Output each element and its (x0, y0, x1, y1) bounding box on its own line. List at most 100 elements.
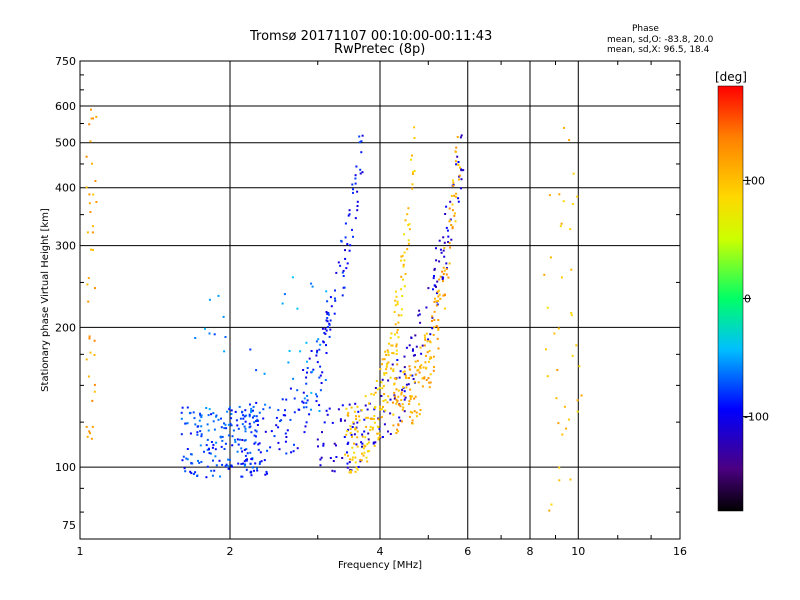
echo-point (412, 354, 415, 357)
echo-point (367, 416, 369, 419)
echo-point (449, 200, 452, 203)
echo-point (396, 359, 399, 361)
echo-point (414, 395, 417, 398)
x-tick-label: 4 (377, 545, 384, 558)
echo-point (305, 382, 308, 385)
echo-point (443, 307, 446, 310)
echo-point (362, 454, 365, 457)
echo-point (377, 418, 380, 421)
echo-point (412, 171, 414, 174)
echo-point (199, 414, 202, 417)
echo-point (563, 126, 566, 129)
echo-point (374, 405, 377, 408)
echo-point (435, 325, 438, 327)
echo-point (194, 337, 197, 339)
echo-point (322, 442, 325, 445)
echo-point (264, 473, 267, 476)
echo-point (87, 375, 90, 378)
echo-point (281, 302, 284, 305)
echo-point (286, 429, 289, 432)
echo-point (270, 430, 273, 433)
echo-point (203, 450, 205, 453)
echo-point (389, 398, 392, 401)
echo-point (400, 393, 403, 396)
echo-point (86, 435, 89, 438)
echo-point (409, 397, 412, 400)
echo-point (570, 314, 573, 317)
echo-point (571, 203, 574, 206)
echo-point (421, 377, 424, 380)
echo-point (355, 443, 358, 446)
echo-point (219, 475, 222, 478)
echo-point (456, 155, 459, 158)
echo-point (221, 463, 224, 466)
echo-point (90, 108, 92, 111)
echo-point (180, 433, 183, 436)
echo-point (460, 134, 463, 137)
echo-point (433, 319, 436, 321)
echo-point (425, 379, 428, 381)
echo-point (365, 425, 368, 428)
echo-point (279, 420, 281, 423)
echo-point (87, 277, 90, 280)
echo-point (445, 262, 448, 265)
echo-point (348, 213, 351, 216)
echo-point (413, 170, 416, 172)
echo-point (347, 428, 350, 431)
echo-point (557, 422, 560, 425)
echo-point (400, 288, 403, 291)
echo-point (392, 401, 394, 404)
echo-point (363, 430, 366, 433)
echo-point (391, 344, 394, 347)
echo-point (399, 405, 402, 408)
echo-point (284, 409, 286, 412)
echo-point (405, 383, 408, 386)
echo-point (393, 383, 396, 386)
echo-point (373, 408, 376, 411)
echo-point (305, 401, 308, 404)
echo-point (241, 450, 244, 453)
echo-point (419, 321, 422, 324)
echo-point (389, 376, 392, 379)
echo-point (428, 386, 431, 389)
echo-point (236, 438, 239, 441)
echo-point (356, 430, 359, 433)
echo-point (311, 370, 314, 373)
echo-point (402, 265, 405, 268)
echo-point (393, 391, 396, 394)
echo-point (253, 469, 255, 472)
echo-point (305, 376, 308, 379)
echo-point (546, 306, 549, 309)
echo-point (355, 466, 358, 469)
echo-point (413, 397, 416, 400)
echo-point (89, 140, 92, 143)
echo-point (432, 369, 435, 372)
echo-point (419, 346, 422, 349)
echo-point (420, 352, 423, 355)
echo-point (451, 203, 454, 206)
echo-point (417, 368, 420, 371)
echo-point (317, 445, 319, 448)
echo-point (431, 327, 434, 330)
echo-point (390, 332, 393, 335)
echo-point (387, 361, 390, 364)
echo-point (249, 471, 252, 474)
echo-point (370, 393, 373, 396)
echo-point (91, 399, 94, 402)
echo-point (347, 441, 350, 444)
echo-point (367, 438, 370, 441)
echo-point (305, 421, 308, 424)
echo-point (428, 349, 431, 352)
echo-point (330, 305, 333, 308)
echo-point (452, 179, 454, 182)
echo-point (366, 443, 369, 446)
echo-point (238, 405, 241, 408)
echo-point (186, 422, 189, 425)
x-axis-label: Frequency [MHz] (338, 560, 422, 571)
echo-point (198, 419, 201, 422)
echo-point (205, 444, 208, 447)
echo-point (402, 278, 404, 281)
echo-point (248, 413, 251, 416)
echo-point (243, 448, 246, 451)
